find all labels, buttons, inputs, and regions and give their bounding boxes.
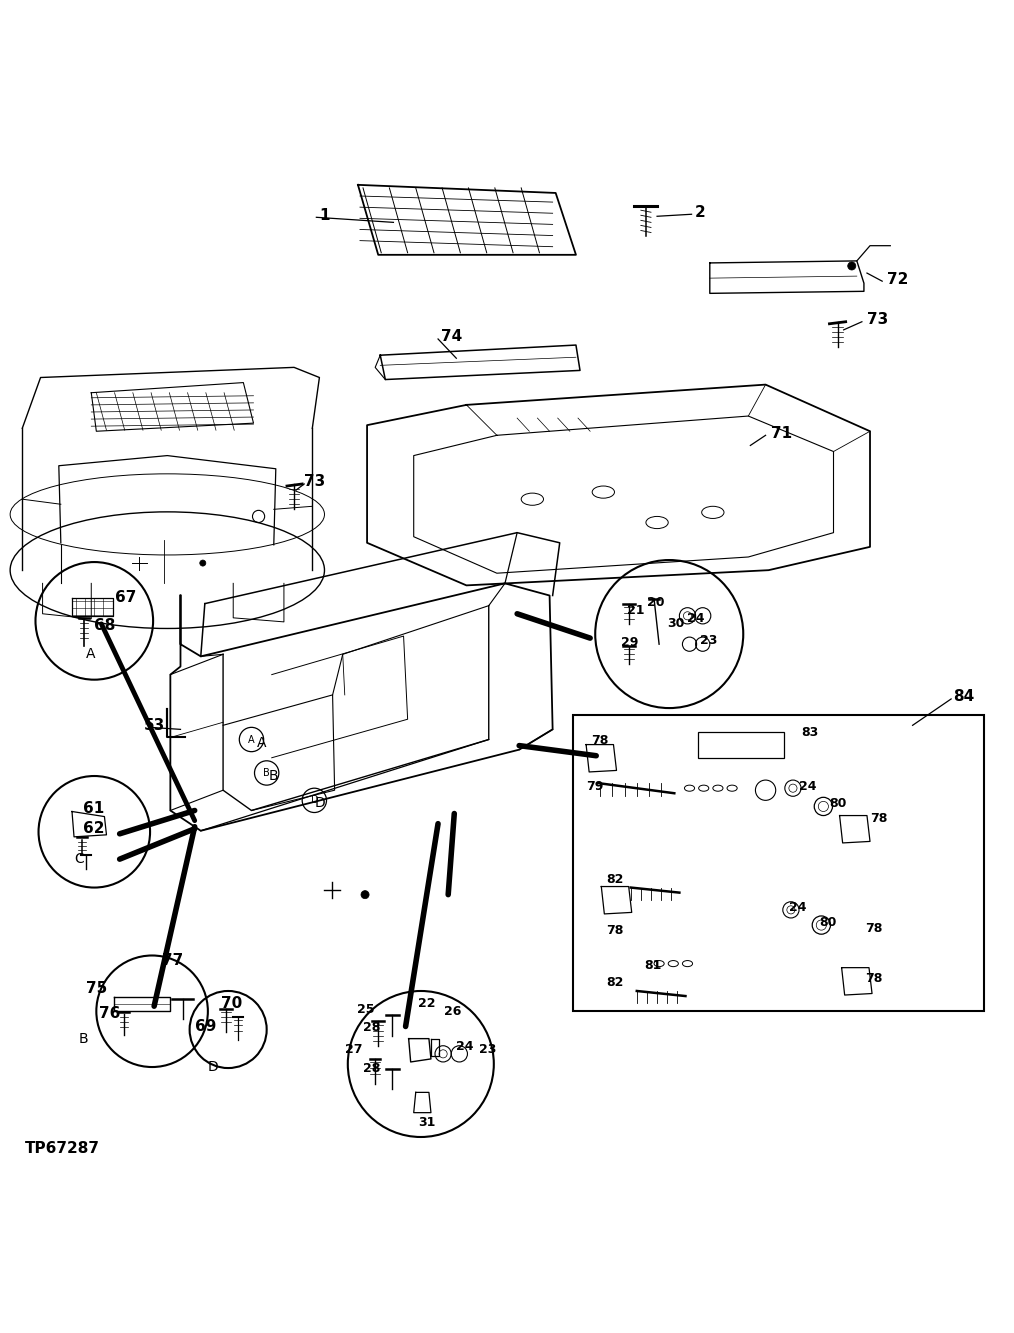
Text: D: D bbox=[314, 796, 325, 810]
Text: B: B bbox=[269, 769, 278, 782]
Text: 31: 31 bbox=[418, 1116, 435, 1129]
Text: 27: 27 bbox=[345, 1044, 362, 1056]
Text: 24: 24 bbox=[456, 1040, 474, 1053]
Text: 62: 62 bbox=[83, 821, 104, 836]
Text: 84: 84 bbox=[953, 689, 974, 704]
Bar bbox=[698, 732, 784, 757]
Text: C: C bbox=[74, 852, 84, 866]
Circle shape bbox=[200, 560, 206, 567]
Text: D: D bbox=[208, 1060, 219, 1074]
Text: 24: 24 bbox=[799, 780, 816, 793]
Text: B: B bbox=[79, 1032, 88, 1045]
Text: 83: 83 bbox=[801, 726, 818, 738]
Text: 71: 71 bbox=[771, 425, 792, 441]
Text: A: A bbox=[248, 734, 255, 745]
Text: 23: 23 bbox=[479, 1044, 496, 1056]
Bar bbox=[573, 716, 984, 1012]
Text: 61: 61 bbox=[83, 801, 104, 816]
Text: 80: 80 bbox=[829, 797, 847, 810]
Text: 70: 70 bbox=[221, 996, 242, 1010]
Text: 80: 80 bbox=[819, 916, 837, 929]
Text: 22: 22 bbox=[418, 997, 435, 1009]
Text: 81: 81 bbox=[644, 960, 661, 972]
Text: 2: 2 bbox=[695, 205, 706, 220]
Text: 74: 74 bbox=[441, 329, 462, 344]
Text: 26: 26 bbox=[444, 1005, 461, 1018]
Text: 79: 79 bbox=[586, 780, 603, 793]
Text: 73: 73 bbox=[304, 475, 325, 489]
Text: 28: 28 bbox=[363, 1021, 380, 1034]
Text: 78: 78 bbox=[606, 924, 624, 937]
Text: 73: 73 bbox=[867, 312, 888, 327]
Text: 28: 28 bbox=[363, 1061, 380, 1074]
Text: 76: 76 bbox=[99, 1006, 121, 1021]
Circle shape bbox=[848, 261, 856, 271]
Text: 24: 24 bbox=[789, 901, 806, 914]
Text: 29: 29 bbox=[621, 636, 638, 649]
Text: 78: 78 bbox=[591, 734, 608, 746]
Text: 77: 77 bbox=[162, 953, 184, 968]
Text: 78: 78 bbox=[865, 972, 882, 985]
Text: A: A bbox=[86, 648, 95, 661]
Text: 82: 82 bbox=[606, 976, 624, 989]
Text: 23: 23 bbox=[700, 633, 717, 647]
Text: 78: 78 bbox=[865, 921, 882, 934]
Text: 75: 75 bbox=[86, 981, 107, 997]
Text: B: B bbox=[264, 768, 270, 778]
Text: D: D bbox=[310, 796, 318, 805]
Text: 21: 21 bbox=[627, 604, 644, 617]
Text: 20: 20 bbox=[647, 596, 664, 609]
Text: A: A bbox=[257, 736, 266, 749]
Text: 25: 25 bbox=[357, 1002, 374, 1016]
Text: 24: 24 bbox=[687, 612, 705, 625]
Text: 67: 67 bbox=[115, 591, 136, 605]
Text: 69: 69 bbox=[195, 1018, 216, 1034]
Text: 30: 30 bbox=[667, 617, 684, 631]
Text: 1: 1 bbox=[319, 208, 330, 223]
Text: TP67287: TP67287 bbox=[25, 1141, 100, 1156]
Circle shape bbox=[361, 890, 369, 898]
Text: 68: 68 bbox=[94, 619, 116, 633]
Text: 72: 72 bbox=[887, 272, 909, 287]
Text: 78: 78 bbox=[870, 812, 887, 825]
Text: 82: 82 bbox=[606, 873, 624, 886]
Text: 53: 53 bbox=[144, 717, 165, 733]
